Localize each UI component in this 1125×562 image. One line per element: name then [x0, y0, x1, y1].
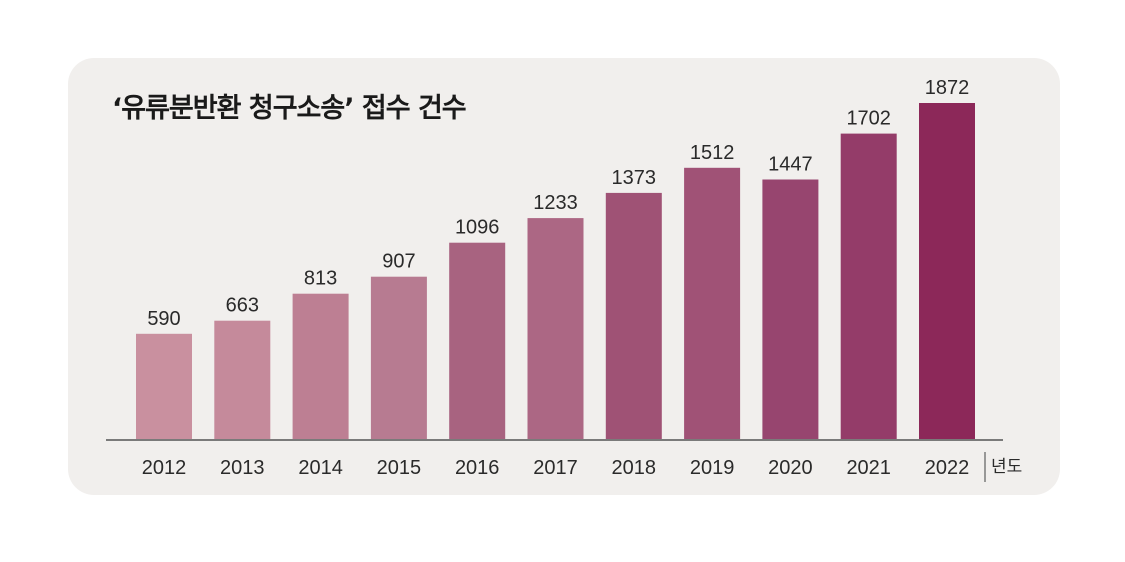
x-tick-2022: 2022 — [925, 457, 970, 479]
value-label-2020: 1447 — [768, 154, 813, 176]
bar-2014 — [292, 293, 349, 440]
value-label-2021: 1702 — [846, 108, 891, 130]
x-tick-2014: 2014 — [298, 457, 343, 479]
bar-2022 — [919, 103, 975, 440]
chart-title: ‘유류분반환 청구소송’ 접수 건수 — [112, 93, 467, 124]
x-tick-2020: 2020 — [768, 457, 813, 479]
x-tick-2015: 2015 — [377, 457, 422, 479]
value-label-2022: 1872 — [925, 77, 970, 99]
value-label-2017: 1233 — [533, 192, 578, 214]
value-label-2015: 907 — [382, 251, 415, 273]
value-label-2013: 663 — [226, 295, 259, 317]
value-label-2019: 1512 — [690, 142, 735, 164]
x-tick-2016: 2016 — [455, 457, 500, 479]
bars-group: 590 2012 663 2013 813 2014 907 2015 1096 2016 1233… — [136, 77, 975, 479]
x-tick-2012: 2012 — [142, 457, 187, 479]
bar-2015 — [370, 276, 427, 440]
bar-2012 — [136, 333, 192, 440]
x-tick-2019: 2019 — [690, 457, 735, 479]
x-tick-2017: 2017 — [533, 457, 578, 479]
bar-2018 — [605, 192, 662, 440]
value-label-2012: 590 — [147, 308, 180, 330]
x-tick-2013: 2013 — [220, 457, 265, 479]
value-label-2016: 1096 — [455, 217, 500, 239]
bar-2017 — [527, 218, 584, 440]
x-tick-2021: 2021 — [846, 457, 891, 479]
bar-2021 — [840, 133, 897, 440]
value-label-2018: 1373 — [612, 167, 657, 189]
x-tick-2018: 2018 — [612, 457, 657, 479]
bar-2019 — [684, 167, 741, 441]
bar-2013 — [214, 320, 271, 440]
x-axis-unit-label: 년도 — [991, 457, 1022, 477]
value-label-2014: 813 — [304, 268, 337, 290]
bar-2016 — [449, 242, 506, 440]
bar-2020 — [762, 179, 819, 440]
